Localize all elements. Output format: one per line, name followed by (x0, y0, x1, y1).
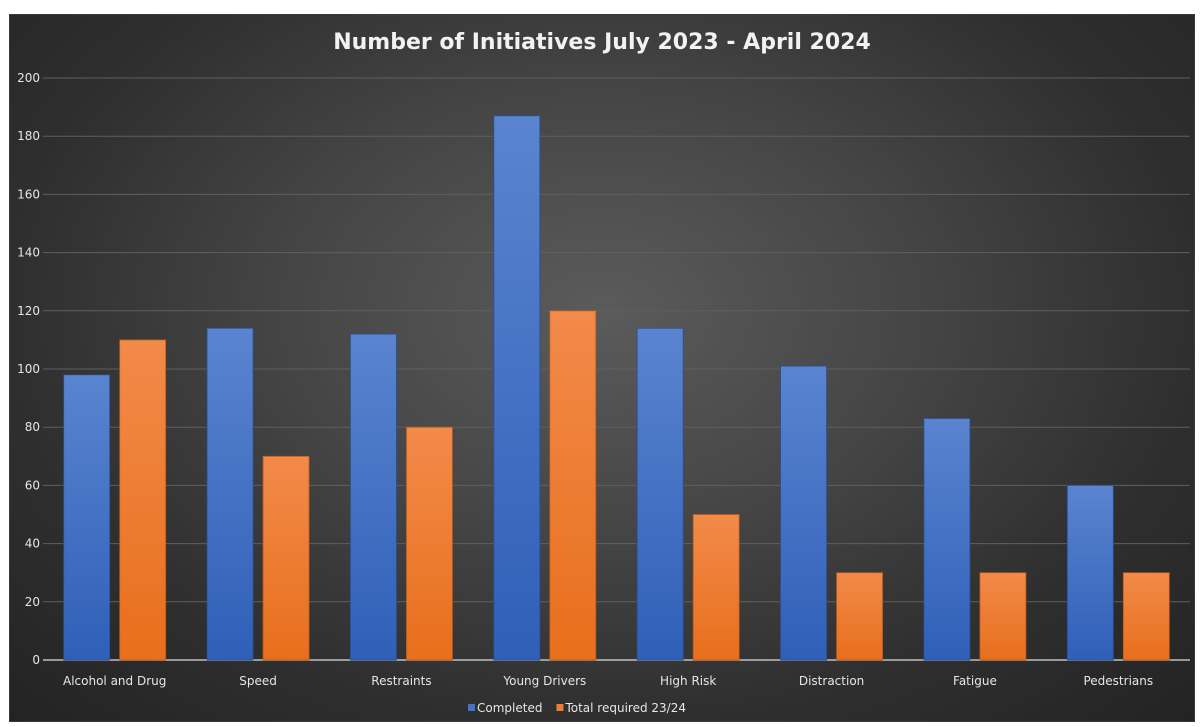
bar-completed (206, 327, 254, 661)
bar-total-required (262, 455, 310, 661)
bar-total-required (836, 572, 883, 661)
x-category-label: High Risk (660, 674, 716, 688)
y-tick-label: 160 (17, 187, 40, 201)
bar-total-required (979, 572, 1027, 661)
legend-label: Total required 23/24 (564, 701, 686, 715)
y-tick-label: 120 (17, 304, 40, 318)
chart-title: Number of Initiatives July 2023 - April … (333, 30, 871, 55)
y-tick-label: 140 (17, 246, 40, 260)
legend-swatch-total-required (556, 704, 564, 711)
bar-total-required (549, 310, 597, 661)
bar-completed (923, 418, 971, 661)
x-category-label: Speed (239, 674, 277, 688)
bar-total-required (406, 426, 453, 661)
y-tick-label: 200 (17, 71, 40, 85)
bar-completed (780, 365, 827, 661)
x-category-label: Pedestrians (1083, 674, 1153, 688)
bar-total-required (692, 514, 740, 661)
x-axis-categories: Alcohol and Drug Speed Restraints Young Dri… (63, 674, 1153, 688)
bar-completed (493, 115, 541, 661)
bar-total-required (1122, 572, 1170, 661)
y-tick-label: 180 (17, 129, 40, 143)
x-category-label: Distraction (799, 674, 864, 688)
y-tick-label: 20 (25, 595, 40, 609)
legend-swatch-completed (468, 704, 475, 711)
x-category-label: Young Drivers (502, 674, 586, 688)
y-tick-label: 0 (32, 653, 40, 667)
bar-completed (350, 333, 397, 661)
y-axis-ticks: 0 20 40 60 80 100 120 140 160 180 200 (17, 71, 40, 667)
bars (63, 115, 1170, 661)
bar-completed (636, 327, 684, 661)
x-category-label: Fatigue (953, 674, 997, 688)
y-tick-label: 40 (25, 537, 40, 551)
y-tick-label: 80 (25, 420, 40, 434)
bar-total-required (119, 339, 167, 661)
x-category-label: Alcohol and Drug (63, 674, 166, 688)
bar-completed (63, 374, 111, 661)
legend: Completed Total required 23/24 (468, 701, 686, 715)
x-category-label: Restraints (371, 674, 431, 688)
y-tick-label: 60 (25, 478, 40, 492)
y-tick-label: 100 (17, 362, 40, 376)
legend-label: Completed (477, 701, 542, 715)
bar-completed (1066, 484, 1114, 661)
